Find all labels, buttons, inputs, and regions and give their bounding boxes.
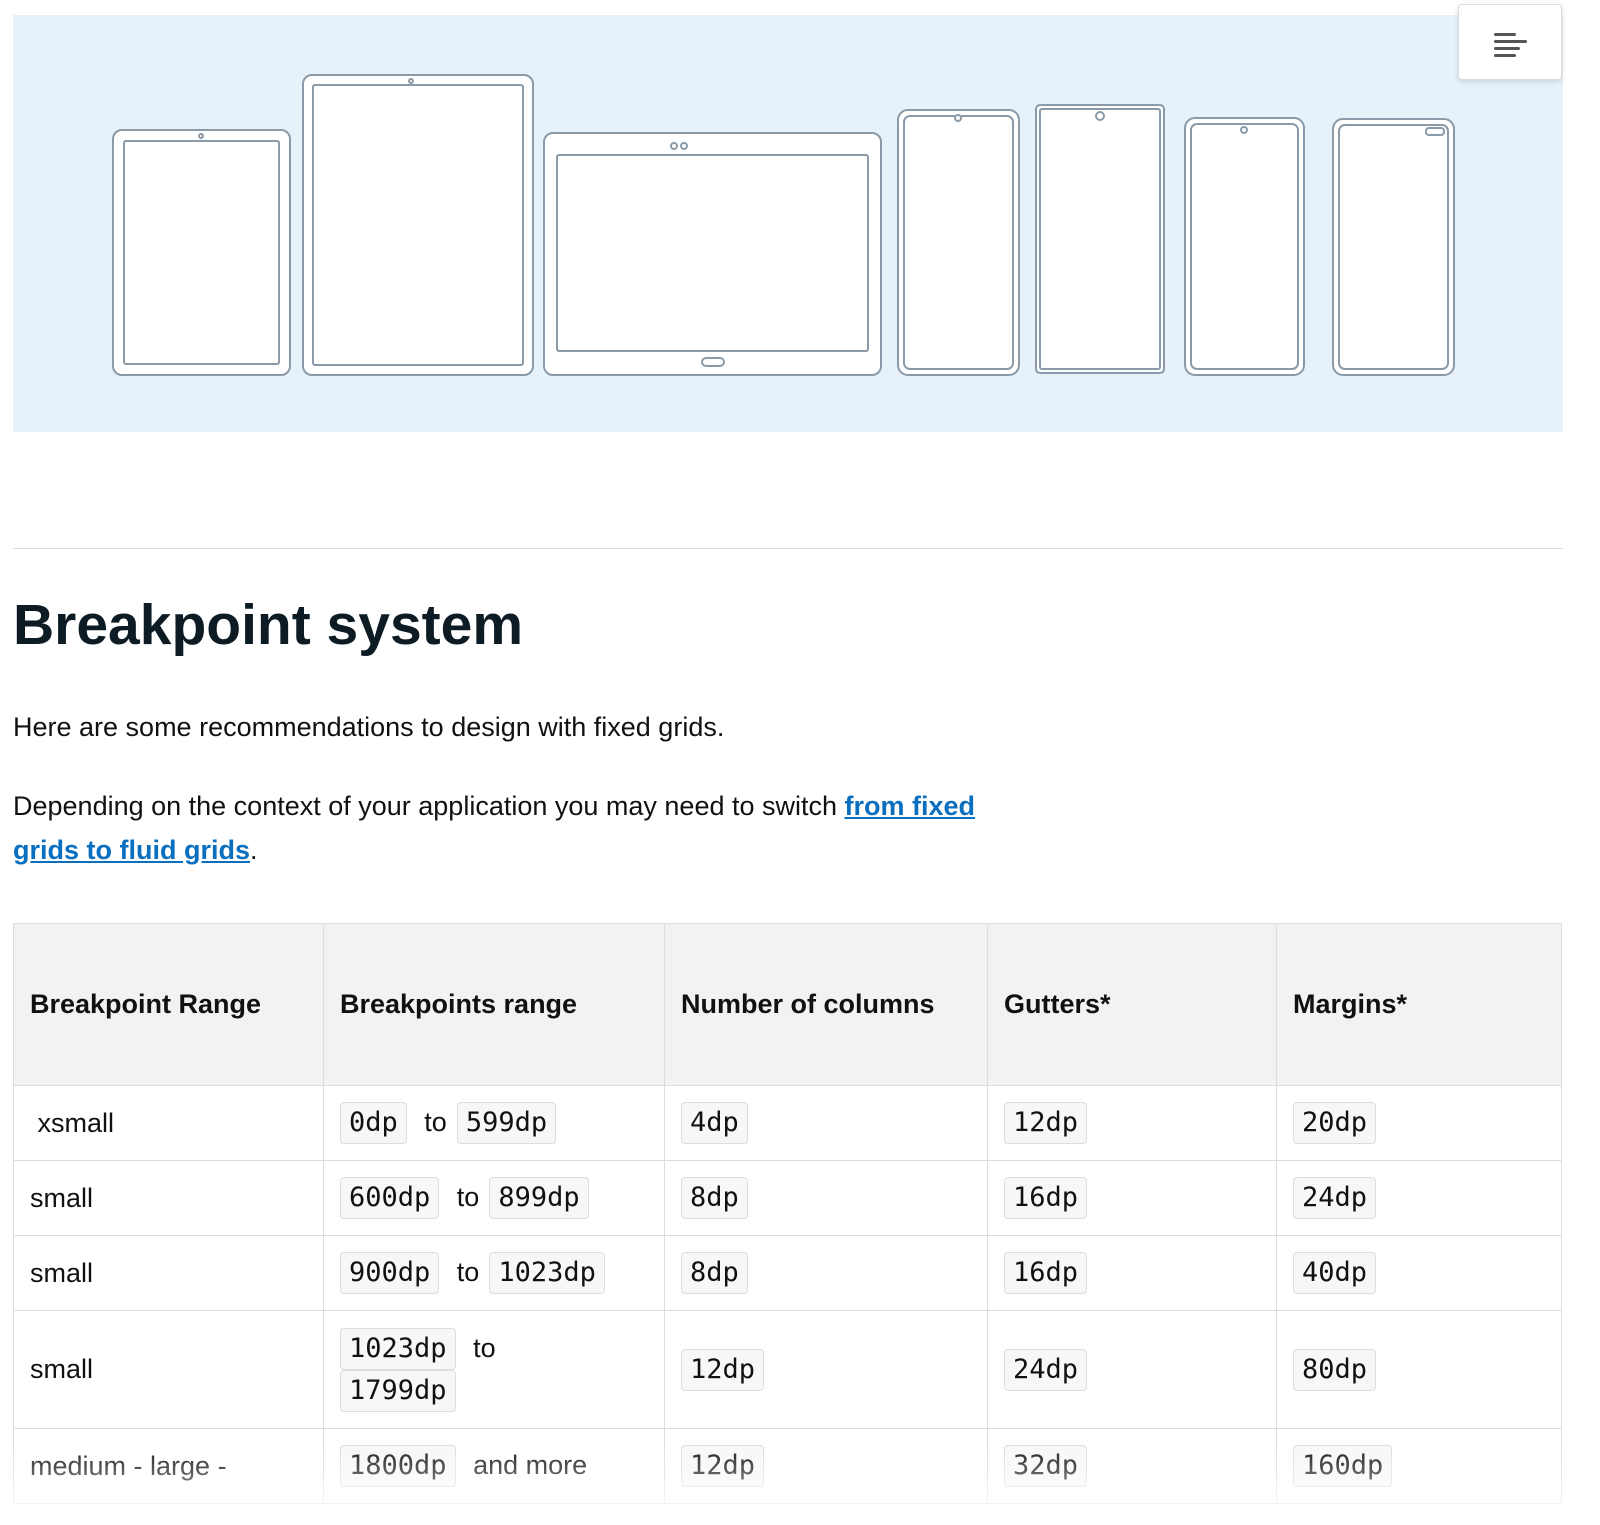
value-chip: 1799dp <box>340 1369 456 1412</box>
margins-cell: 40dp <box>1276 1235 1562 1311</box>
tablet-portrait-large <box>302 74 534 376</box>
value-chip: 24dp <box>1004 1348 1088 1391</box>
breakpoint-table: Breakpoint Range Breakpoints range Numbe… <box>13 923 1562 1504</box>
table-row: small 900dp to 1023dp 8dp 16dp 40dp <box>13 1235 1562 1311</box>
divider <box>13 548 1563 549</box>
margins-cell: 80dp <box>1276 1310 1562 1429</box>
value-chip: 599dp <box>456 1102 557 1144</box>
range-separator: to <box>424 1107 447 1137</box>
breakpoint-name: small <box>13 1310 324 1429</box>
margins-cell: 24dp <box>1276 1160 1562 1236</box>
gutters-cell: 16dp <box>987 1160 1277 1236</box>
columns-cell: 8dp <box>664 1160 988 1236</box>
breakpoint-range: 600dp to 899dp <box>323 1160 665 1236</box>
value-chip: 12dp <box>1004 1102 1088 1144</box>
column-header: Number of columns <box>664 923 988 1086</box>
gutters-cell: 24dp <box>987 1310 1277 1429</box>
value-chip: 4dp <box>681 1102 748 1144</box>
tablet-portrait-small <box>112 129 291 376</box>
value-chip: 1023dp <box>489 1252 605 1294</box>
table-row: small 600dp to 899dp 8dp 16dp 24dp <box>13 1160 1562 1236</box>
breakpoint-name: xsmall <box>13 1085 324 1161</box>
scroll-fade <box>0 1440 1600 1525</box>
value-chip: 8dp <box>681 1177 748 1219</box>
value-chip: 40dp <box>1293 1252 1377 1294</box>
breakpoint-name: small <box>13 1235 324 1311</box>
fluid-grids-link[interactable]: from fixed grids to fluid grids <box>13 791 976 865</box>
value-chip: 20dp <box>1293 1102 1377 1144</box>
value-chip: 1023dp <box>340 1327 456 1370</box>
table-row: xsmall 0dp to 599dp 4dp 12dp 20dp <box>13 1085 1562 1161</box>
column-header: Breakpoint Range <box>13 923 324 1086</box>
page-title: Breakpoint system <box>13 593 524 657</box>
value-chip: 600dp <box>340 1177 440 1219</box>
intro-text: Here are some recommendations to design … <box>13 712 725 742</box>
table-header-row: Breakpoint Range Breakpoints range Numbe… <box>13 923 1562 1086</box>
columns-cell: 8dp <box>664 1235 988 1311</box>
range-separator: to <box>456 1182 480 1212</box>
phone-4 <box>1332 118 1455 376</box>
phone-1 <box>897 109 1020 376</box>
context-text: Depending on the context of your applica… <box>13 791 976 865</box>
table-of-contents-button[interactable] <box>1458 4 1562 80</box>
value-chip: 8dp <box>681 1252 748 1294</box>
range-separator: to <box>473 1332 496 1363</box>
value-chip: 0dp <box>340 1102 407 1144</box>
value-chip: 900dp <box>340 1252 440 1294</box>
value-chip: 16dp <box>1004 1177 1088 1219</box>
devices-illustration <box>112 74 1455 376</box>
range-separator: to <box>456 1257 480 1287</box>
columns-cell: 4dp <box>664 1085 988 1161</box>
value-chip: 24dp <box>1293 1177 1377 1219</box>
phone-2 <box>1035 104 1165 374</box>
breakpoint-name: small <box>13 1160 324 1236</box>
breakpoint-range: 0dp to 599dp <box>323 1085 665 1161</box>
column-header: Margins* <box>1276 923 1562 1086</box>
margins-cell: 20dp <box>1276 1085 1562 1161</box>
hero-illustration <box>13 15 1563 432</box>
table-row: small 1023dp to 1799dp 12dp 24dp 80dp <box>13 1310 1562 1429</box>
breakpoint-range: 1023dp to 1799dp <box>323 1310 665 1429</box>
breakpoint-range: 900dp to 1023dp <box>323 1235 665 1311</box>
tablet-landscape <box>543 132 882 376</box>
phone-3 <box>1184 117 1305 376</box>
column-header: Breakpoints range <box>323 923 665 1086</box>
gutters-cell: 16dp <box>987 1235 1277 1311</box>
columns-cell: 12dp <box>664 1310 988 1429</box>
value-chip: 12dp <box>681 1348 765 1391</box>
gutters-cell: 12dp <box>987 1085 1277 1161</box>
value-chip: 899dp <box>489 1177 589 1219</box>
value-chip: 80dp <box>1293 1348 1377 1391</box>
column-header: Gutters* <box>987 923 1277 1086</box>
value-chip: 16dp <box>1004 1252 1088 1294</box>
